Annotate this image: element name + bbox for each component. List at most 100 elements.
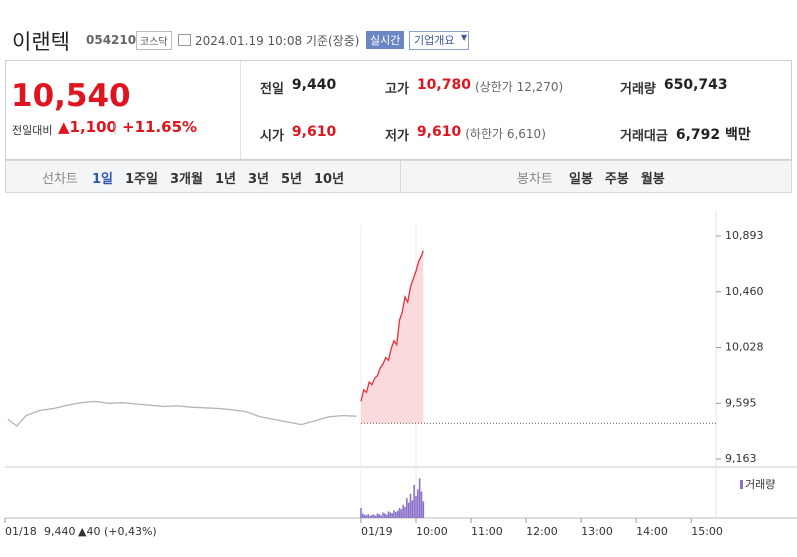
price-line bbox=[360, 250, 424, 402]
volume-bar bbox=[373, 514, 375, 518]
stat-note: (상한가 12,270) bbox=[474, 80, 564, 94]
tab-period[interactable]: 1년 bbox=[214, 172, 236, 187]
volume-bar bbox=[378, 514, 381, 518]
stat-label: 전일 bbox=[260, 82, 284, 97]
volume-bar bbox=[361, 513, 364, 518]
tab-candle[interactable]: 일봉 bbox=[569, 172, 593, 187]
footer-price: 9,440 bbox=[44, 525, 76, 538]
change-label: 전일대비 bbox=[12, 124, 53, 137]
current-price: 10,540 bbox=[11, 78, 131, 114]
market-badge: 코스닥 bbox=[136, 31, 172, 50]
volume-bar bbox=[389, 512, 392, 518]
realtime-badge: 실시간 bbox=[366, 31, 405, 49]
x-tick-label: 15:00 bbox=[691, 525, 723, 538]
x-tick-label: 01/18 bbox=[5, 525, 37, 538]
volume-bar bbox=[396, 510, 399, 518]
x-tick-label: 10:00 bbox=[416, 525, 448, 538]
volume-bar bbox=[411, 500, 414, 518]
volume-bar bbox=[415, 496, 417, 518]
legend-label: 거래량 bbox=[745, 478, 775, 491]
change: ▲1,100 bbox=[58, 118, 117, 136]
tab-period[interactable]: 5년 bbox=[280, 172, 302, 187]
volume-bar bbox=[371, 514, 373, 518]
stat-label: 고가 bbox=[385, 82, 409, 97]
volume-bar bbox=[404, 507, 406, 518]
price-line bbox=[7, 400, 357, 427]
volume-bar bbox=[391, 513, 393, 518]
change-rate: +11.65% bbox=[122, 118, 198, 136]
volume-bar bbox=[395, 511, 397, 518]
stat-value: 6,792 백만 bbox=[675, 127, 751, 143]
stat-label: 거래량 bbox=[620, 82, 656, 97]
divider bbox=[240, 61, 241, 159]
volume-bar bbox=[365, 515, 368, 518]
volume-bar bbox=[409, 493, 412, 518]
stat-value: 9,440 bbox=[291, 77, 337, 93]
area bbox=[360, 250, 424, 424]
volume-bar bbox=[393, 510, 395, 518]
stat-value: 10,780 bbox=[416, 77, 471, 93]
stat-value: 9,610 bbox=[291, 124, 337, 140]
volume-bar bbox=[402, 504, 404, 518]
volume-bar bbox=[382, 512, 384, 518]
volume-bar bbox=[384, 513, 386, 518]
x-tick-label: 13:00 bbox=[581, 525, 613, 538]
volume-bar bbox=[400, 509, 403, 518]
y-tick-label: 10,028 bbox=[725, 341, 764, 354]
tab-group-label[interactable]: 선차트 bbox=[42, 172, 78, 187]
tab-group-label[interactable]: 봉차트 bbox=[517, 172, 553, 187]
tab-period[interactable]: 1주일 bbox=[125, 172, 158, 187]
volume-bar bbox=[363, 514, 366, 518]
volume-bar bbox=[387, 511, 390, 518]
volume-bar bbox=[360, 508, 362, 518]
x-tick-label: 12:00 bbox=[526, 525, 558, 538]
volume-bar bbox=[369, 515, 371, 518]
y-tick-label: 9,163 bbox=[725, 452, 757, 465]
volume-bar bbox=[374, 515, 377, 518]
volume-bar bbox=[418, 478, 421, 518]
stock-code: 054210 bbox=[86, 33, 137, 47]
y-tick-label: 9,595 bbox=[725, 396, 757, 409]
tab-period[interactable]: 3년 bbox=[247, 172, 269, 187]
stat-value: 650,743 bbox=[663, 77, 728, 93]
x-tick-label: 11:00 bbox=[471, 525, 503, 538]
stat-value: 9,610 bbox=[416, 124, 462, 140]
volume-bar bbox=[385, 514, 388, 518]
stat-note: (하한가 6,610) bbox=[465, 127, 546, 141]
footer-change: ▲40 (+0,43%) bbox=[78, 525, 157, 538]
timestamp: 2024.01.19 10:08 기준(장중) bbox=[195, 34, 360, 48]
tab-bar bbox=[5, 160, 792, 193]
x-tick-label: 01/19 bbox=[361, 525, 393, 538]
volume-bar bbox=[420, 491, 423, 518]
x-tick-label: 14:00 bbox=[636, 525, 668, 538]
tab-candle[interactable]: 주봉 bbox=[604, 172, 629, 187]
tab-period[interactable]: 3개월 bbox=[169, 172, 203, 187]
volume-bar bbox=[398, 508, 401, 518]
clock-icon bbox=[178, 34, 191, 46]
company-info-button[interactable]: 기업개요 bbox=[409, 31, 470, 50]
volume-bar bbox=[422, 501, 425, 518]
separator: | bbox=[113, 120, 118, 134]
volume-bar bbox=[406, 498, 408, 518]
volume-bar bbox=[417, 489, 419, 518]
quote-box bbox=[5, 60, 792, 160]
y-tick-label: 10,893 bbox=[725, 229, 764, 242]
stat-label: 저가 bbox=[385, 129, 409, 144]
dropdown-arrow: ▼ bbox=[461, 33, 468, 42]
stock-name: 이랜텍 bbox=[12, 30, 70, 54]
tab-candle[interactable]: 월봉 bbox=[640, 172, 665, 187]
volume-bar bbox=[413, 485, 415, 518]
stat-label: 거래대금 bbox=[620, 129, 668, 144]
y-tick-label: 10,460 bbox=[725, 285, 764, 298]
volume-bar bbox=[367, 514, 370, 518]
divider bbox=[400, 161, 401, 192]
volume-bar bbox=[376, 513, 379, 518]
tab-period[interactable]: 10년 bbox=[314, 172, 345, 187]
volume-bar bbox=[407, 502, 410, 518]
stat-label: 시가 bbox=[260, 129, 284, 144]
volume-bar bbox=[380, 515, 382, 518]
tab-period[interactable]: 1일 bbox=[92, 172, 114, 187]
legend-swatch bbox=[740, 480, 743, 489]
